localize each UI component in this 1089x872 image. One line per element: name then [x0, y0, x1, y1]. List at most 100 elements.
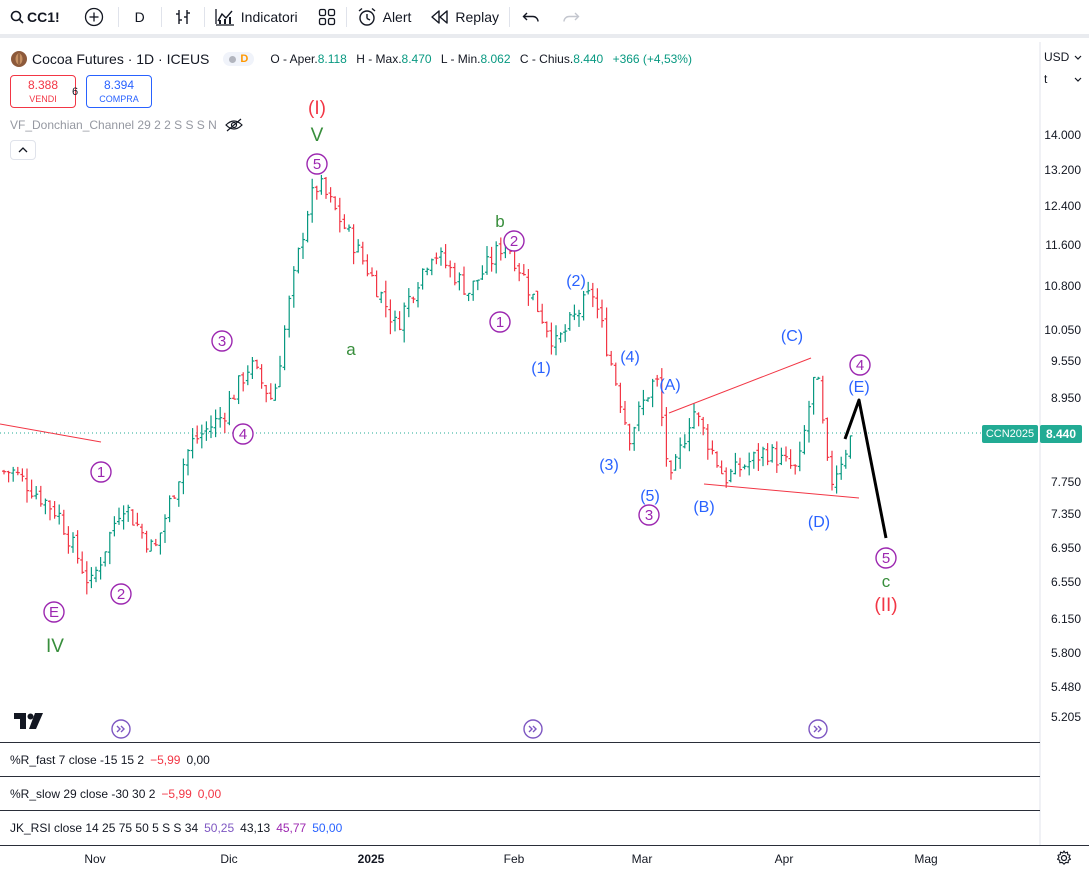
eye-hidden-icon[interactable] — [224, 118, 243, 132]
wave-label-circled[interactable]: 1 — [90, 461, 112, 483]
ohlc-bar — [462, 266, 466, 295]
ohlc-bar — [733, 452, 738, 475]
wave-label-circled[interactable]: 5 — [875, 547, 897, 569]
r-fast-pane[interactable]: %R_fast 7 close -15 15 2 −5,99 0,00 — [0, 742, 1040, 776]
ohlc-bar — [213, 409, 218, 438]
r-slow-pane[interactable]: %R_slow 29 close -30 30 2 −5,99 0,00 — [0, 776, 1040, 810]
wave-label[interactable]: (5) — [640, 488, 660, 505]
wave-label-circled[interactable]: 2 — [110, 583, 132, 605]
wave-label-circled[interactable]: E — [43, 601, 65, 623]
projection-path — [843, 398, 888, 539]
wave-label-circled[interactable]: 2 — [503, 230, 525, 252]
ohlc-bar — [347, 224, 351, 232]
wave-label[interactable]: c — [882, 572, 891, 591]
unit-scale-dropdown[interactable]: t — [1040, 68, 1088, 90]
alert-label: Alert — [382, 9, 412, 25]
r-fast-label: %R_fast 7 close -15 15 2 — [10, 752, 145, 767]
go-to-event-icon[interactable] — [111, 719, 131, 739]
time-axis-tick: Feb — [503, 852, 525, 866]
alert-button[interactable]: Alert — [347, 0, 422, 36]
ohlc-bar — [563, 324, 568, 342]
ohlc-bar — [388, 299, 393, 335]
ohlc-values: O - Aper.8.118 H - Max.8.470 L - Min.8.0… — [270, 52, 692, 66]
wave-label[interactable]: b — [495, 212, 504, 231]
buy-price: 8.394 — [103, 78, 135, 92]
wave-label-circled[interactable]: 4 — [232, 423, 254, 445]
wave-label[interactable]: (3) — [599, 457, 619, 474]
ohlc-bar — [199, 424, 204, 449]
wave-labels: (I) (II) V IV a b c 5 3 4 1 2 E 1 2 3 4 5 (2) (1) (4) (3) (5) (… — [43, 98, 898, 657]
ohlc-bar — [126, 504, 131, 522]
ohlc-bar — [457, 272, 462, 291]
ohlc-bar — [121, 505, 126, 530]
go-to-event-icon[interactable] — [523, 719, 543, 739]
legend-title[interactable]: Cocoa Futures · 1D · ICEUS — [32, 51, 210, 67]
wave-label-circled[interactable]: 4 — [849, 354, 871, 376]
redo-button[interactable] — [552, 0, 590, 36]
indicators-button[interactable]: Indicatori — [205, 0, 308, 36]
price-axis-tick: 8.950 — [1050, 391, 1081, 405]
ohlc-bar — [365, 254, 370, 277]
svg-text:E: E — [49, 604, 59, 621]
wave-label[interactable]: a — [346, 340, 356, 359]
wave-label[interactable]: (1) — [531, 360, 551, 377]
indicator-legend[interactable]: VF_Donchian_Channel 29 2 2 S S S N — [10, 118, 243, 132]
wave-label[interactable]: IV — [46, 636, 64, 657]
wave-label[interactable]: (I) — [308, 98, 326, 119]
wave-label-circled[interactable]: 5 — [306, 153, 328, 175]
add-symbol-button[interactable] — [70, 0, 118, 36]
high-value: 8.470 — [401, 52, 432, 66]
gear-icon[interactable] — [1056, 850, 1072, 866]
ohlc-bar — [434, 252, 439, 265]
wave-label[interactable]: (2) — [566, 273, 586, 290]
ohlc-bar — [291, 266, 296, 308]
go-to-event-icon[interactable] — [808, 719, 828, 739]
ohlc-bar — [310, 178, 315, 223]
ohlc-bar — [664, 407, 669, 467]
sell-button[interactable]: 8.388 VENDI — [10, 75, 76, 108]
interval-button[interactable]: D — [134, 9, 145, 25]
ohlc-bar — [788, 449, 793, 469]
wave-label-circled[interactable]: 3 — [211, 330, 233, 352]
ohlc-bar — [287, 295, 292, 338]
rsi-pane[interactable]: JK_RSI close 14 25 75 50 5 S S 34 50,25 … — [0, 810, 1040, 844]
price-axis-tick: 5.205 — [1050, 710, 1081, 724]
ohlc-bar — [517, 263, 522, 282]
currency-selector[interactable]: USD t — [1040, 46, 1088, 94]
buy-button[interactable]: 8.394 COMPRA — [86, 75, 152, 108]
wave-label[interactable]: (E) — [848, 379, 869, 396]
ohlc-bar — [705, 423, 710, 460]
bar-style-button[interactable] — [162, 0, 204, 36]
replay-button[interactable]: Replay — [421, 0, 509, 36]
market-status-badge[interactable]: D — [223, 52, 255, 66]
currency-unit-dropdown[interactable]: USD — [1040, 46, 1088, 68]
wave-label-circled[interactable]: 1 — [489, 311, 511, 333]
price-axis-tick: 6.950 — [1050, 541, 1081, 555]
r-slow-label: %R_slow 29 close -30 30 2 — [10, 786, 156, 801]
tradingview-logo-icon[interactable] — [14, 713, 44, 729]
time-axis-tick: 2025 — [357, 852, 385, 866]
ohlc-bar — [71, 532, 75, 553]
wave-label[interactable]: (II) — [874, 595, 897, 616]
ohlc-bar — [163, 514, 167, 543]
collapse-legend-button[interactable] — [10, 140, 36, 160]
ohlc-bar — [38, 485, 43, 507]
ohlc-bar — [797, 441, 802, 472]
wave-label[interactable]: (A) — [659, 377, 680, 394]
symbol-search-button[interactable]: CC1! — [0, 0, 70, 36]
wave-label[interactable]: (C) — [781, 328, 803, 345]
svg-text:1: 1 — [496, 314, 504, 331]
wave-label-circled[interactable]: 3 — [638, 504, 660, 526]
ohlc-bar — [443, 244, 448, 269]
wave-label[interactable]: (B) — [693, 499, 714, 516]
ohlc-bar — [232, 394, 236, 400]
wave-label[interactable]: V — [311, 125, 324, 146]
time-axis[interactable]: Nov Dic 2025 Feb Mar Apr Mag — [0, 845, 1089, 872]
undo-button[interactable] — [510, 0, 552, 36]
ohlc-bar — [613, 362, 618, 386]
wave-label[interactable]: (D) — [808, 514, 830, 531]
status-dot-icon — [229, 55, 237, 63]
wave-label[interactable]: (4) — [620, 349, 640, 366]
layouts-button[interactable] — [308, 0, 346, 36]
